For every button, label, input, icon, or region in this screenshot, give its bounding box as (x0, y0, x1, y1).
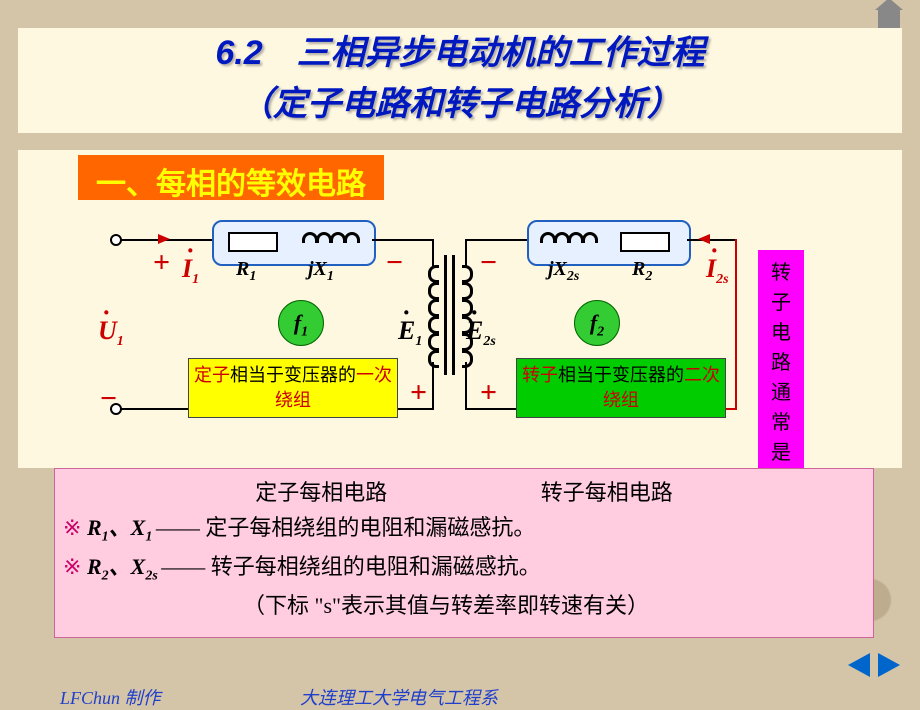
plus-sign: + (480, 376, 497, 410)
x2s-label: jX2s (548, 258, 579, 285)
legend-row-2: ※ R2、X2s —— 转子每相绕组的电阻和漏磁感抗。 (63, 549, 865, 588)
nav-controls (846, 653, 902, 682)
stator-note: 定子相当于变压器的一次绕组 (188, 358, 398, 418)
wire (465, 239, 527, 241)
f1-badge: f1 (278, 300, 324, 346)
rotor-note: 转子相当于变压器的二次绕组 (516, 358, 726, 418)
legend-panel: 定子每相电路 转子每相电路 ※ R1、X1 —— 定子每相绕组的电阻和漏磁感抗。… (54, 468, 874, 638)
f2-badge: f2 (574, 300, 620, 346)
title-line-2: （定子电路和转子电路分析） (239, 85, 681, 123)
transformer-coil (428, 282, 439, 300)
plus-sign: + (153, 246, 170, 280)
next-slide-icon[interactable] (878, 653, 900, 677)
resistor-r2 (620, 232, 670, 252)
e1-label: E1 (398, 316, 422, 350)
inductor-coil (344, 232, 360, 243)
current-arrow-i2s (698, 234, 710, 244)
i1-label: I1 (182, 254, 199, 288)
i2s-label: I2s (706, 254, 729, 288)
title-line-1: 6.2 三相异步电动机的工作过程 (215, 34, 704, 72)
r2-label: R2 (632, 258, 652, 285)
slide-title: 6.2 三相异步电动机的工作过程 （定子电路和转子电路分析） (18, 28, 902, 130)
transformer-core (452, 255, 455, 375)
u1-label: U1 (98, 316, 124, 350)
wire (432, 239, 434, 267)
minus-sign: − (480, 246, 497, 280)
minus-sign: − (100, 382, 117, 416)
resistor-r1 (228, 232, 278, 252)
wire (372, 239, 434, 241)
transformer-coil (428, 265, 439, 283)
transformer-coil (428, 299, 439, 317)
plus-sign: + (410, 376, 427, 410)
x1-label: jX1 (308, 258, 334, 285)
minus-sign: − (386, 246, 403, 280)
inductor-coil (582, 232, 598, 243)
short-circuit-wire (735, 239, 737, 410)
r1-label: R1 (236, 258, 256, 285)
transformer-coil (462, 350, 473, 368)
transformer-core (444, 255, 447, 375)
wire (465, 239, 467, 267)
transformer-coil (462, 265, 473, 283)
legend-row-1: ※ R1、X1 —— 定子每相绕组的电阻和漏磁感抗。 (63, 510, 865, 549)
wire (465, 362, 467, 410)
e2s-label: E2s (466, 316, 496, 350)
current-arrow-i1 (158, 234, 170, 244)
home-icon[interactable] (878, 10, 900, 28)
wire (432, 362, 434, 410)
prev-slide-icon[interactable] (848, 653, 870, 677)
author-label: LFChun 制作 (60, 684, 161, 710)
legend-row-3: （下标 "s"表示其值与转差率即转速有关） (63, 588, 865, 623)
transformer-coil (428, 316, 439, 334)
legend-header: 定子每相电路 转子每相电路 (63, 475, 865, 510)
circuit-diagram: R1 jX1 jX2s R2 (18, 200, 902, 468)
org-label: 大连理工大学电气工程系 (300, 684, 498, 710)
transformer-coil (428, 333, 439, 351)
